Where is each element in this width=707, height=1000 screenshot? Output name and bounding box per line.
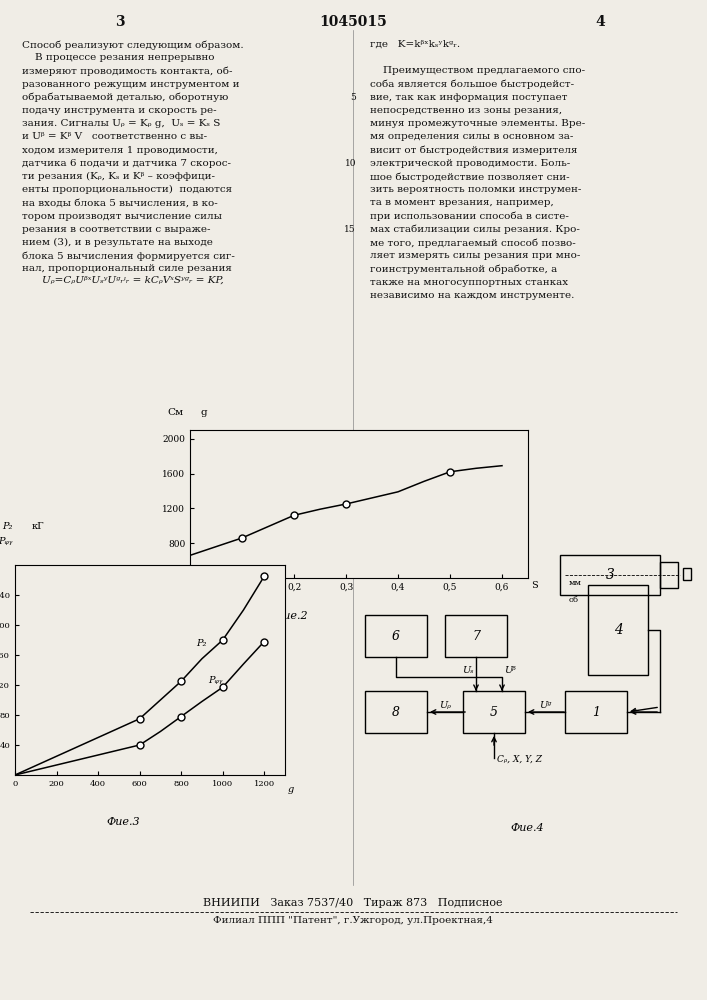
Text: при использовании способа в систе-: при использовании способа в систе- [370,212,569,221]
Text: Uᵨ=CᵨUᵝˣUₛʸUᵍᵣᵎᵣ = kCᵨVˣSʸᵍᵣ = KP,: Uᵨ=CᵨUᵝˣUₛʸUᵍᵣᵎᵣ = kCᵨVˣSʸᵍᵣ = KP, [42,276,223,285]
Text: Фие.2: Фие.2 [274,611,308,621]
Text: P₂: P₂ [196,639,206,648]
Text: g: g [288,786,294,794]
Bar [463,691,525,733]
Text: 3: 3 [606,568,614,582]
Bar [660,562,678,588]
Text: мя определения силы в основном за-: мя определения силы в основном за- [370,132,573,141]
Text: S: S [532,581,538,590]
Text: кГ: кГ [31,522,44,531]
Text: Pᵩᵧ: Pᵩᵧ [208,676,223,686]
Text: нал, пропорциональный силе резания: нал, пропорциональный силе резания [22,264,232,273]
Text: Uₛ: Uₛ [462,666,474,675]
Text: тором производят вычисление силы: тором производят вычисление силы [22,212,222,221]
Text: 10: 10 [344,159,356,168]
Text: 7: 7 [472,630,480,643]
Text: зания. Сигналы Uᵨ = Kᵨ g,  Uₛ = Kₛ S: зания. Сигналы Uᵨ = Kᵨ g, Uₛ = Kₛ S [22,119,221,128]
Text: Фие.4: Фие.4 [510,823,544,833]
Text: Фие.3: Фие.3 [106,817,140,827]
Text: электрической проводимости. Боль-: электрической проводимости. Боль- [370,159,571,168]
Text: 4: 4 [595,15,605,29]
Text: ляет измерять силы резания при мно-: ляет измерять силы резания при мно- [370,251,580,260]
Text: ВНИИПИ   Заказ 7537/40   Тираж 873   Подписное: ВНИИПИ Заказ 7537/40 Тираж 873 Подписное [203,898,503,908]
Text: P₂: P₂ [2,522,12,531]
Text: Преимуществом предлагаемого спо-: Преимуществом предлагаемого спо- [370,66,585,75]
Bar [588,585,648,675]
Bar [560,555,660,595]
Text: 5: 5 [350,93,356,102]
Text: 15: 15 [344,225,356,234]
Text: Cм: Cм [167,408,183,417]
Text: Филиал ППП "Патент", г.Ужгород, ул.Проектная,4: Филиал ППП "Патент", г.Ужгород, ул.Проек… [213,916,493,925]
Bar [683,568,691,580]
Text: ме того, предлагаемый способ позво-: ме того, предлагаемый способ позво- [370,238,575,247]
Text: также на многосуппортных станках: также на многосуппортных станках [370,278,568,287]
Text: обрабатываемой деталью, оборотную: обрабатываемой деталью, оборотную [22,93,228,102]
Text: Uᵨ: Uᵨ [439,701,451,710]
Text: минуя промежуточные элементы. Вре-: минуя промежуточные элементы. Вре- [370,119,585,128]
Text: Uᵝ: Uᵝ [504,666,515,675]
Text: ходом измерителя 1 проводимости,: ходом измерителя 1 проводимости, [22,146,218,155]
Text: мах стабилизации силы резания. Кро-: мах стабилизации силы резания. Кро- [370,225,580,234]
Text: разованного режущим инструментом и: разованного режущим инструментом и [22,80,240,89]
Bar [365,615,427,657]
Text: В процессе резания непрерывно: В процессе резания непрерывно [22,53,214,62]
Text: и Uᵝ = Kᵝ V   соответственно с вы-: и Uᵝ = Kᵝ V соответственно с вы- [22,132,207,141]
Text: об: об [568,596,578,604]
Text: 3: 3 [115,15,125,29]
Bar [365,691,427,733]
Text: Cᵨ, X, Y, Z: Cᵨ, X, Y, Z [497,755,542,764]
Text: где   K=kᵝˣkₛʸkᵍᵣ.: где K=kᵝˣkₛʸkᵍᵣ. [370,40,460,49]
Text: висит от быстродействия измерителя: висит от быстродействия измерителя [370,146,578,155]
Text: ти резания (Kᵨ, Kₛ и Kᵝ – коэффици-: ти резания (Kᵨ, Kₛ и Kᵝ – коэффици- [22,172,215,181]
Text: 5: 5 [490,706,498,718]
Text: Uᵍ: Uᵍ [539,701,551,710]
Text: 4: 4 [614,623,622,637]
Text: измеряют проводимость контакта, об-: измеряют проводимость контакта, об- [22,66,233,76]
Text: гоинструментальной обработке, а: гоинструментальной обработке, а [370,264,557,274]
Text: 6: 6 [392,630,400,643]
Text: Способ реализуют следующим образом.: Способ реализуют следующим образом. [22,40,244,49]
Text: Pᵩᵧ: Pᵩᵧ [0,537,12,546]
Text: нием (3), и в результате на выходе: нием (3), и в результате на выходе [22,238,213,247]
Text: датчика 6 подачи и датчика 7 скорос-: датчика 6 подачи и датчика 7 скорос- [22,159,231,168]
Bar [565,691,627,733]
Text: подачу инструмента и скорость ре-: подачу инструмента и скорость ре- [22,106,216,115]
Text: мм: мм [568,579,582,587]
Text: непосредственно из зоны резания,: непосредственно из зоны резания, [370,106,562,115]
Text: на входы блока 5 вычисления, в ко-: на входы блока 5 вычисления, в ко- [22,198,218,207]
Text: независимо на каждом инструменте.: независимо на каждом инструменте. [370,291,574,300]
Text: шое быстродействие позволяет сни-: шое быстродействие позволяет сни- [370,172,570,182]
Text: резания в соответствии с выраже-: резания в соответствии с выраже- [22,225,211,234]
Text: енты пропорциональности)  подаются: енты пропорциональности) подаются [22,185,232,194]
Text: g: g [200,408,206,417]
Text: 8: 8 [392,706,400,718]
Bar [445,615,507,657]
Text: соба является большое быстродейст-: соба является большое быстродейст- [370,80,574,89]
Text: та в момент врезания, например,: та в момент врезания, например, [370,198,554,207]
Text: 1045015: 1045015 [319,15,387,29]
Text: 1: 1 [592,706,600,718]
Text: зить вероятность поломки инструмен-: зить вероятность поломки инструмен- [370,185,581,194]
Text: вие, так как информация поступает: вие, так как информация поступает [370,93,568,102]
Text: блока 5 вычисления формируется сиг-: блока 5 вычисления формируется сиг- [22,251,235,261]
